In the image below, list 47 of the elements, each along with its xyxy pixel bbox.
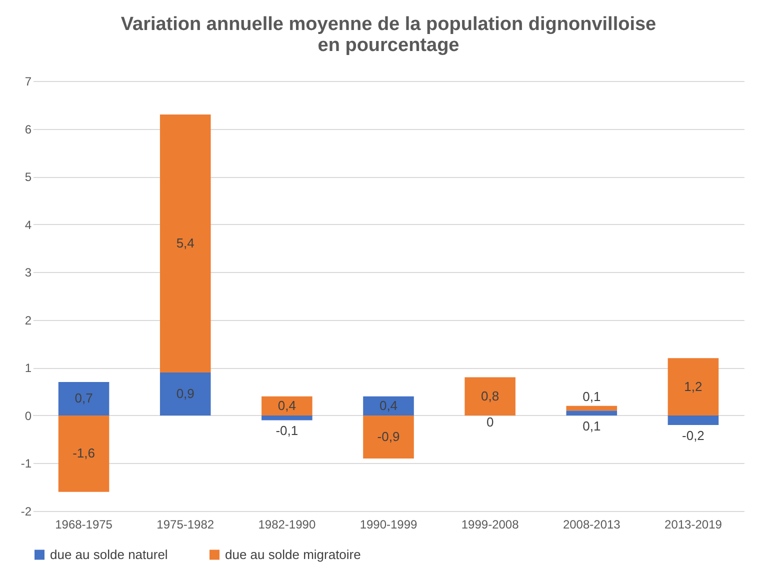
x-tick-label: 1968-1975 bbox=[55, 518, 113, 532]
data-label: 5,4 bbox=[176, 235, 194, 250]
data-label: 0,1 bbox=[582, 388, 601, 404]
data-label: -0,2 bbox=[682, 428, 704, 443]
data-label: 0,1 bbox=[582, 418, 601, 434]
x-tick-label: 1990-1999 bbox=[360, 518, 418, 532]
y-tick-label: -1 bbox=[20, 456, 32, 471]
y-tick-label: 5 bbox=[24, 170, 32, 184]
bar bbox=[58, 382, 110, 416]
y-tick-label: 4 bbox=[24, 218, 32, 232]
data-label: 0,9 bbox=[176, 386, 194, 401]
data-label: 0,4 bbox=[379, 398, 398, 413]
bar bbox=[566, 406, 618, 411]
y-tick-label: -2 bbox=[20, 504, 32, 518]
data-label: 1,2 bbox=[684, 378, 702, 394]
bar bbox=[668, 415, 719, 425]
chart-title: Variation annuelle moyenne de la population dignonvilloise en pourcentage bbox=[120, 14, 656, 56]
data-label: 0 bbox=[486, 414, 494, 430]
y-tick-label: 2 bbox=[24, 313, 32, 328]
data-label: 0,7 bbox=[74, 390, 93, 406]
data-label: -0,1 bbox=[276, 423, 298, 438]
legend-label: due au solde naturel bbox=[50, 546, 168, 562]
bar bbox=[668, 358, 719, 416]
x-tick-label: 1999-2008 bbox=[461, 518, 520, 532]
y-tick-label: 7 bbox=[24, 74, 32, 88]
x-tick-label: 1975-1982 bbox=[156, 518, 214, 532]
y-tick-label: 0 bbox=[24, 408, 32, 423]
x-tick-label: 2008-2013 bbox=[562, 518, 621, 532]
y-tick-label: 1 bbox=[24, 361, 32, 376]
data-label: 0,4 bbox=[278, 398, 296, 413]
bar bbox=[363, 396, 414, 416]
bar bbox=[58, 415, 110, 492]
bar bbox=[363, 415, 414, 458]
bar bbox=[160, 114, 211, 372]
bar bbox=[262, 415, 312, 420]
bar bbox=[160, 372, 211, 416]
x-tick-label: 1982-1990 bbox=[258, 518, 316, 532]
legend-label: due au solde migratoire bbox=[225, 546, 361, 562]
y-tick-label: 3 bbox=[24, 266, 32, 280]
data-label: 0,8 bbox=[481, 388, 500, 404]
x-tick-label: 2013-2019 bbox=[664, 518, 722, 532]
bar bbox=[566, 410, 618, 416]
data-label: -1,6 bbox=[72, 446, 95, 461]
bar bbox=[464, 377, 516, 416]
y-tick-label: 6 bbox=[24, 122, 32, 136]
data-label: -0,9 bbox=[377, 428, 400, 444]
bar bbox=[262, 396, 312, 416]
